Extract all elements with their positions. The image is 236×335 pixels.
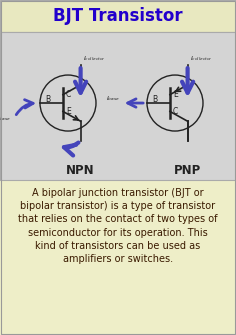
Bar xyxy=(0,32,236,180)
Bar xyxy=(0,0,236,32)
Text: C: C xyxy=(66,89,71,98)
Text: C: C xyxy=(173,108,178,117)
Text: E: E xyxy=(173,89,178,98)
Text: $I_{base}$: $I_{base}$ xyxy=(106,94,120,104)
Text: $I_{base}$: $I_{base}$ xyxy=(0,114,11,123)
Text: PNP: PNP xyxy=(174,163,201,177)
Text: A bipolar junction transistor (BJT or
bipolar transistor) is a type of transisto: A bipolar junction transistor (BJT or bi… xyxy=(18,188,218,264)
Text: $I_{collector}$: $I_{collector}$ xyxy=(190,54,212,63)
Text: $I_{collector}$: $I_{collector}$ xyxy=(83,54,105,63)
Text: E: E xyxy=(66,108,71,117)
Text: B: B xyxy=(152,94,157,104)
Text: NPN: NPN xyxy=(66,163,95,177)
Text: BJT Transistor: BJT Transistor xyxy=(53,7,183,25)
Text: B: B xyxy=(45,94,50,104)
